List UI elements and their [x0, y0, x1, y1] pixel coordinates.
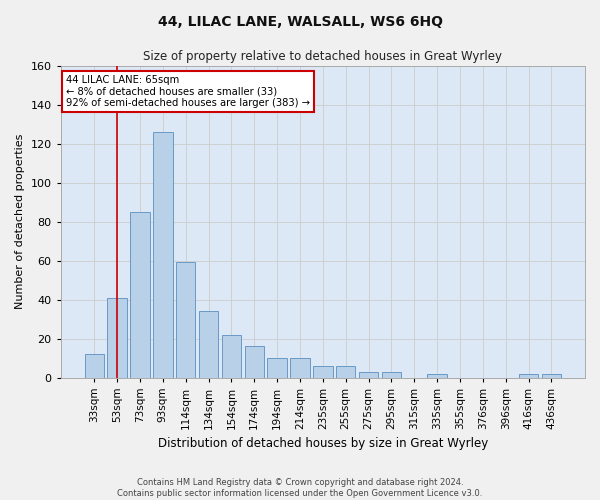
Bar [427, 374, 447, 378]
Bar [382, 372, 401, 378]
X-axis label: Distribution of detached houses by size in Great Wyrley: Distribution of detached houses by size … [158, 437, 488, 450]
Bar [359, 372, 378, 378]
Bar [221, 334, 241, 378]
Bar [199, 311, 218, 378]
Title: Size of property relative to detached houses in Great Wyrley: Size of property relative to detached ho… [143, 50, 502, 63]
Bar [176, 262, 196, 378]
Bar [245, 346, 264, 378]
Bar [107, 298, 127, 378]
Bar [313, 366, 332, 378]
Bar [290, 358, 310, 378]
Bar [153, 132, 173, 378]
Y-axis label: Number of detached properties: Number of detached properties [15, 134, 25, 309]
Bar [336, 366, 355, 378]
Text: Contains HM Land Registry data © Crown copyright and database right 2024.
Contai: Contains HM Land Registry data © Crown c… [118, 478, 482, 498]
Bar [542, 374, 561, 378]
Text: 44 LILAC LANE: 65sqm
← 8% of detached houses are smaller (33)
92% of semi-detach: 44 LILAC LANE: 65sqm ← 8% of detached ho… [66, 75, 310, 108]
Bar [85, 354, 104, 378]
Bar [130, 212, 149, 378]
Text: 44, LILAC LANE, WALSALL, WS6 6HQ: 44, LILAC LANE, WALSALL, WS6 6HQ [157, 15, 443, 29]
Bar [268, 358, 287, 378]
Bar [519, 374, 538, 378]
